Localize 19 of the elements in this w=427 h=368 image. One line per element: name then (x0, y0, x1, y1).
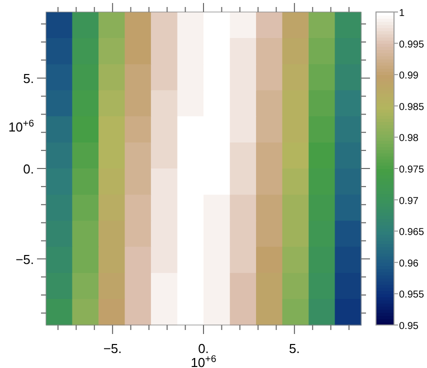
color-bar-label: 0.965 (399, 227, 424, 238)
color-bar-label: 0.95 (399, 321, 419, 332)
color-bar-label: 1 (399, 8, 405, 19)
x-tick-label: 5. (289, 341, 300, 356)
y-tick-label: 0. (23, 162, 34, 176)
color-bar-label: 0.975 (399, 164, 424, 176)
color-bar-label: 0.96 (399, 258, 419, 270)
color-bar-label: 0.98 (399, 133, 419, 144)
y-axis-title: 10$^{+6}$ (8, 118, 34, 134)
x-tick-label: −5. (103, 341, 122, 356)
color-bar-label: 0.97 (399, 196, 419, 207)
y-tick-label: −5. (16, 252, 34, 267)
x-tick-label: 0. (198, 341, 209, 356)
color-bar-label: 0.995 (399, 39, 424, 50)
x-axis-title: 10$^{+6}$ (190, 354, 216, 368)
color-bar-label: 0.955 (399, 290, 424, 301)
color-bar-label: 0.99 (399, 70, 419, 82)
color-bar-label: 0.985 (399, 102, 424, 113)
y-tick-label: 5. (23, 71, 34, 86)
